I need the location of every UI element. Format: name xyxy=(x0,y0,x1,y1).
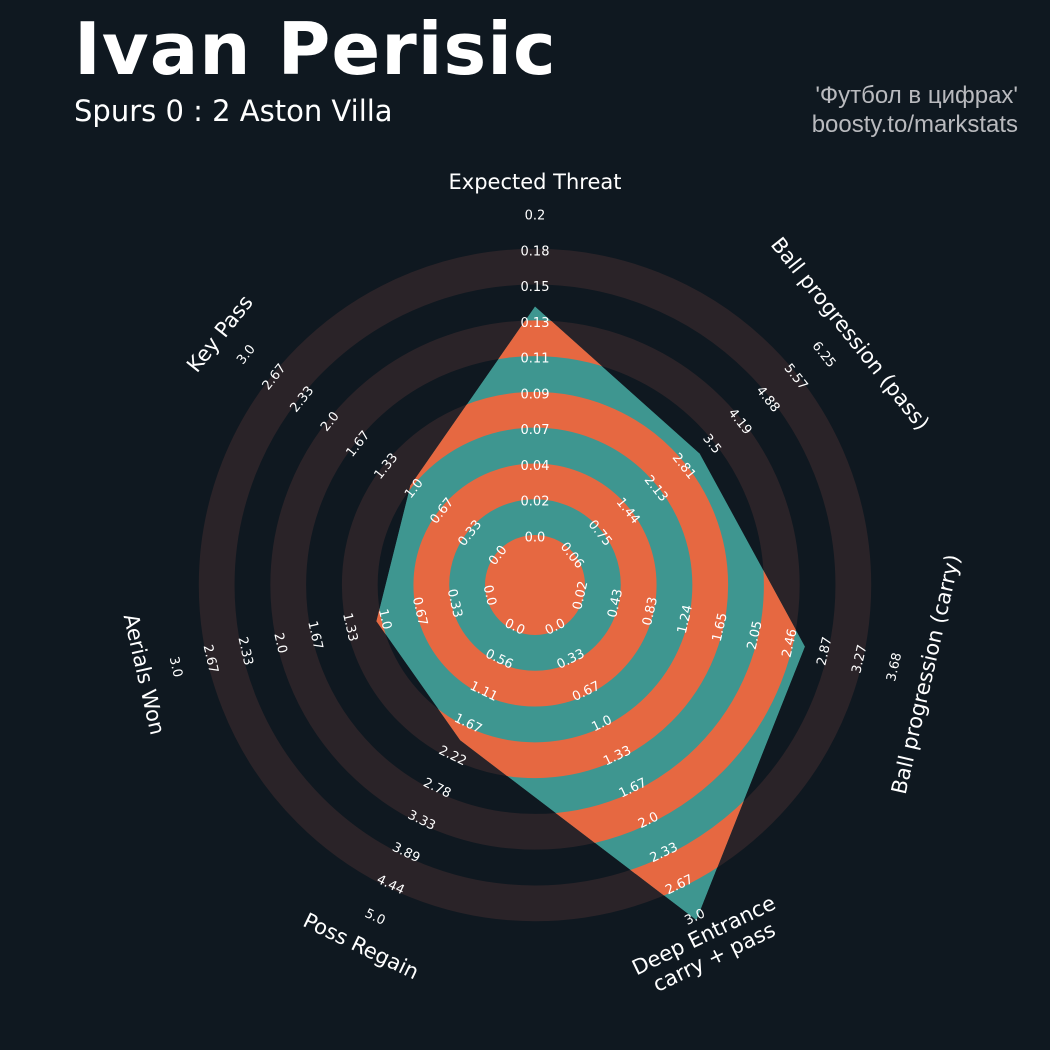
tick-label: 2.87 xyxy=(814,635,835,667)
tick-label: 2.0 xyxy=(270,631,289,655)
tick-label: 0.33 xyxy=(444,588,465,620)
param-label: Deep Entrancecarry + pass xyxy=(628,891,789,1002)
tick-label: 0.0 xyxy=(525,531,546,546)
tick-label: 0.02 xyxy=(521,495,550,510)
credit-line-1: 'Футбол в цифрах' xyxy=(815,82,1018,109)
tick-label: 0.04 xyxy=(521,459,550,474)
tick-label: 0.18 xyxy=(521,244,550,259)
credit-line-2: boosty.to/markstats xyxy=(811,110,1018,138)
tick-label: 3.0 xyxy=(234,342,259,368)
tick-label: 2.33 xyxy=(234,635,255,667)
tick-label: 3.0 xyxy=(166,655,185,679)
tick-label: 0.2 xyxy=(525,209,546,224)
tick-label: 2.46 xyxy=(780,627,801,659)
tick-label: 1.33 xyxy=(339,612,360,644)
orange-ring xyxy=(413,463,657,707)
player-area xyxy=(376,306,805,921)
tick-label: 1.67 xyxy=(304,620,325,652)
orange-ring xyxy=(376,391,729,779)
tick-label: 0.07 xyxy=(521,423,550,438)
tick-label: 0.15 xyxy=(521,280,550,295)
match-result: Spurs 0 : 2 Aston Villa xyxy=(74,94,393,128)
tick-label: 2.67 xyxy=(200,643,221,675)
player-name: Ivan Perisic xyxy=(74,7,557,91)
tick-label: 0.09 xyxy=(521,387,550,402)
param-label: Poss Regain xyxy=(299,908,422,984)
tick-label: 0.02 xyxy=(570,580,591,612)
core-disc xyxy=(485,535,585,635)
tick-label: 0.13 xyxy=(521,316,550,331)
tick-label: 0.0 xyxy=(480,584,499,608)
tick-label: 3.27 xyxy=(849,643,870,675)
tick-label: 0.43 xyxy=(605,588,626,620)
param-label: Aerials Won xyxy=(119,611,170,737)
ring-band xyxy=(198,248,872,922)
tick-label: 5.0 xyxy=(362,906,387,928)
tick-label: 1.0 xyxy=(375,608,394,632)
tick-label: 0.11 xyxy=(521,352,550,367)
tick-label: 1.24 xyxy=(675,604,696,636)
credit-block: 'Футбол в цифрах' boosty.to/markstats xyxy=(812,82,1018,140)
tick-label: 0.83 xyxy=(640,596,661,628)
param-label: Expected Threat xyxy=(449,170,622,194)
tick-label: 3.68 xyxy=(884,651,905,683)
tick-label: 6.25 xyxy=(809,339,839,371)
tick-label: 1.65 xyxy=(710,612,731,644)
tick-label: 0.67 xyxy=(409,596,430,628)
tick-label: 2.05 xyxy=(745,620,766,652)
